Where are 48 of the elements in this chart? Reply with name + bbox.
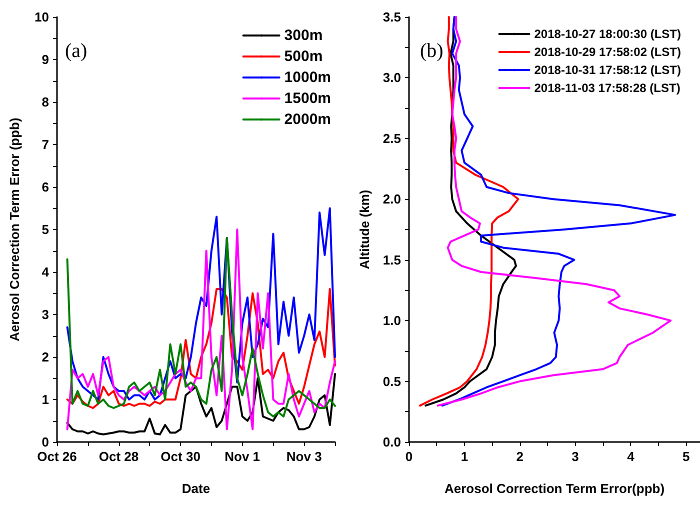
legend-label: 2018-11-03 17:58:28 (LST) <box>534 81 680 95</box>
x-tick-label: Oct 30 <box>160 449 200 464</box>
y-tick-label: 10 <box>34 10 49 24</box>
x-tick-label: 5 <box>682 449 690 464</box>
y-axis-title: Altitude (km) <box>357 190 372 270</box>
annotation: (a) <box>65 40 88 62</box>
y-tick-label: 7 <box>42 137 49 152</box>
legend-label: 2018-10-27 18:00:30 (LST) <box>534 27 682 41</box>
x-tick-label: Nov 3 <box>286 449 322 464</box>
y-axis-title: Aerosol Correction Term Error (ppb) <box>7 118 22 342</box>
legend-label: 300m <box>284 27 323 44</box>
x-tick-label: Oct 28 <box>98 449 139 464</box>
legend-label: 2000m <box>284 111 332 128</box>
y-tick-label: 3.0 <box>382 70 401 86</box>
y-tick-label: 1.5 <box>382 252 401 268</box>
x-tick-label: 3 <box>572 449 579 464</box>
line-series <box>66 373 336 436</box>
y-tick-label: 9 <box>42 52 49 67</box>
y-tick-label: 0 <box>42 434 49 450</box>
legend-label: 500m <box>284 48 323 65</box>
y-tick-label: 0.5 <box>382 374 401 389</box>
x-tick-label: Nov 1 <box>224 449 260 464</box>
y-tick-label: 2 <box>42 350 49 364</box>
y-tick-label: 5 <box>42 222 49 237</box>
y-tick-label: 2.5 <box>382 130 401 146</box>
x-axis-title: Aerosol Correction Term Error(ppb) <box>444 481 665 496</box>
legend-label: 1500m <box>284 90 332 107</box>
y-tick-label: 1 <box>42 392 49 407</box>
x-axis-title: Date <box>182 481 210 496</box>
y-tick-label: 2.0 <box>382 192 401 207</box>
legend-label: 1000m <box>284 69 332 86</box>
legend-label: 2018-10-29 17:58:02 (LST) <box>534 45 682 59</box>
y-tick-label: 6 <box>42 180 49 194</box>
annotation: (b) <box>420 40 444 62</box>
line-series <box>66 207 336 400</box>
y-tick-label: 1.0 <box>382 313 401 328</box>
y-tick-label: 8 <box>42 94 49 110</box>
x-tick-label: 1 <box>460 449 468 464</box>
y-tick-label: 4 <box>42 264 50 280</box>
x-tick-label: 0 <box>405 449 413 464</box>
x-tick-label: Oct 26 <box>37 449 77 464</box>
x-tick-label: 2 <box>516 449 524 464</box>
x-tick-label: 4 <box>627 449 636 464</box>
legend-label: 2018-10-31 17:58:12 (LST) <box>534 63 682 77</box>
y-tick-label: 3.5 <box>382 10 401 24</box>
line-series <box>66 288 336 409</box>
y-tick-label: 3 <box>42 307 49 322</box>
y-tick-label: 0.0 <box>382 434 401 450</box>
